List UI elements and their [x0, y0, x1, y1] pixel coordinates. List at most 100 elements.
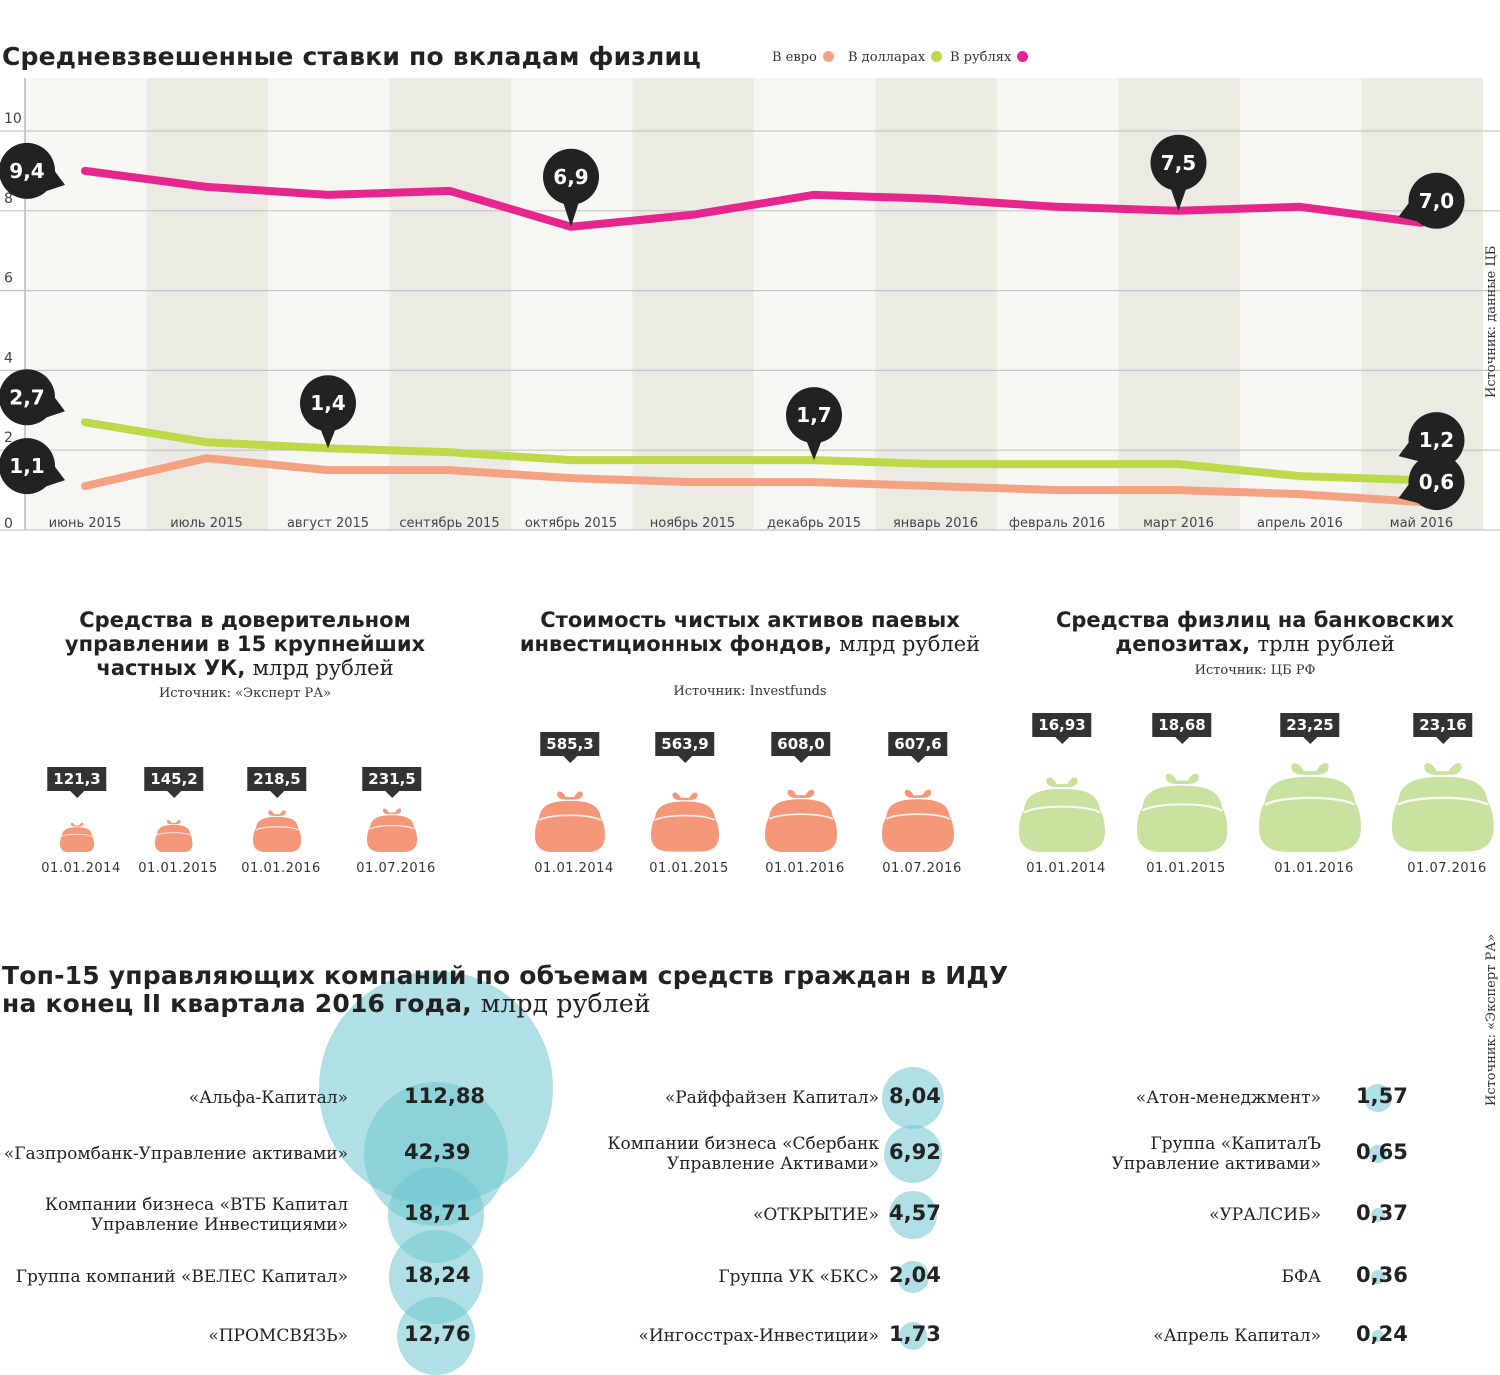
date-label: 01.07.2016	[882, 861, 962, 876]
company-name: БФА	[1281, 1267, 1321, 1287]
callout-tail	[805, 437, 823, 461]
callout-bubble	[1408, 172, 1465, 229]
value-bubble	[897, 1261, 929, 1293]
date-label: 01.01.2014	[41, 861, 121, 876]
month-column-bg	[997, 78, 1119, 530]
bubble-source: Источник: «Эксперт РА»	[1484, 933, 1499, 1106]
x-tick-label: февраль 2016	[1009, 516, 1105, 531]
callout-bubble	[0, 369, 55, 426]
date-label: 01.01.2016	[241, 861, 321, 876]
value-bubble	[1369, 1145, 1387, 1163]
value-tag: 608,0	[771, 732, 831, 763]
legend-rub: В рублях	[950, 50, 1029, 65]
purse-icon	[651, 789, 719, 856]
value-bubble	[889, 1191, 937, 1239]
bubble-title: Топ-15 управляющих компаний по объемам с…	[2, 962, 1008, 1018]
company-value: 12,76	[404, 1322, 471, 1346]
callout-bubble	[300, 375, 356, 432]
x-tick-label: март 2016	[1143, 516, 1214, 531]
y-tick-label: 0	[4, 516, 13, 532]
purse-icon	[367, 806, 417, 856]
deposits-title-unit: трлн рублей	[1257, 632, 1395, 656]
company-name: «Альфа-Капитал»	[188, 1088, 348, 1108]
company-name: «УРАЛСИБ»	[1209, 1205, 1321, 1225]
bubble-title-line2: на конец II квартала 2016 года, млрд руб…	[2, 990, 1008, 1018]
callout-tail	[1169, 184, 1188, 211]
x-tick-label: май 2016	[1390, 516, 1453, 531]
company-value: 8,04	[889, 1084, 941, 1108]
callout-label: 1,2	[1419, 428, 1454, 452]
date-label: 01.07.2016	[1407, 861, 1487, 876]
callout-label: 2,7	[9, 385, 44, 409]
callout-tail	[319, 425, 337, 449]
value-tag: 607,6	[888, 732, 948, 763]
purse-icon	[1136, 769, 1228, 856]
purse-icon	[60, 821, 94, 856]
bubble-title-unit: млрд рублей	[480, 989, 651, 1018]
company-name: Компании бизнеса «Сбербанк Управление Ак…	[607, 1134, 879, 1174]
callout-bubble	[786, 387, 842, 444]
company-name: «Газпромбанк-Управление активами»	[3, 1144, 348, 1164]
funds-title-unit: млрд рублей	[839, 632, 981, 656]
callout-bubble	[0, 438, 55, 495]
value-bubble	[884, 1125, 942, 1183]
callout-label: 1,1	[9, 454, 44, 478]
y-tick-label: 2	[4, 430, 13, 446]
company-value: 0,36	[1356, 1263, 1408, 1287]
trust-title-unit: млрд рублей	[252, 656, 394, 680]
value-bubble	[898, 1321, 928, 1351]
callout-bubble	[1150, 134, 1207, 191]
x-tick-label: декабрь 2015	[767, 516, 861, 531]
line-chart-source: Источник: данные ЦБ	[1484, 245, 1499, 398]
x-tick-label: январь 2016	[893, 516, 978, 531]
company-value: 2,04	[889, 1263, 941, 1287]
series-line	[81, 418, 1426, 485]
callout-bubble	[1408, 412, 1465, 469]
callout-bubble	[543, 148, 599, 205]
value-tag: 18,68	[1152, 713, 1212, 744]
date-label: 01.01.2016	[765, 861, 845, 876]
y-tick-label: 10	[4, 111, 22, 127]
company-name: «Апрель Капитал»	[1153, 1326, 1321, 1346]
month-column-bg	[875, 78, 997, 530]
company-name: «Райффайзен Капитал»	[664, 1088, 879, 1108]
value-bubble	[1364, 1084, 1392, 1112]
company-name: «Ингосстрах-Инвестиции»	[638, 1326, 879, 1346]
company-value: 42,39	[404, 1140, 471, 1164]
callout-label: 7,5	[1161, 151, 1196, 175]
x-tick-label: сентябрь 2015	[399, 516, 499, 531]
date-label: 01.01.2015	[138, 861, 218, 876]
x-tick-label: апрель 2016	[1257, 516, 1343, 531]
callout-label: 1,7	[796, 403, 831, 427]
legend-euro-dot	[822, 51, 834, 62]
trust-title-bold: Средства в доверительном управлении в 15…	[64, 608, 426, 680]
callout-label: 1,4	[310, 391, 345, 415]
trust-source: Источник: «Эксперт РА»	[158, 686, 332, 701]
company-name: «ОТКРЫТИЕ»	[753, 1205, 879, 1225]
purse-icon	[155, 818, 193, 856]
callout-tail	[562, 198, 580, 227]
callout-bubble	[1408, 454, 1465, 511]
company-name: Группа компаний «ВЕЛЕС Капитал»	[15, 1267, 348, 1287]
callout-bubble	[0, 142, 55, 199]
purse-icon	[882, 786, 954, 856]
purse-icon	[1259, 758, 1361, 856]
funds-panel-title: Стоимость чистых активов паевых инвестиц…	[515, 608, 985, 656]
series-line	[81, 166, 1426, 231]
date-label: 01.07.2016	[356, 861, 436, 876]
month-column-bg	[268, 78, 390, 530]
date-label: 01.01.2014	[1026, 861, 1106, 876]
x-tick-label: ноябрь 2015	[650, 516, 735, 531]
y-tick-label: 4	[4, 350, 13, 366]
value-bubble	[1371, 1208, 1385, 1222]
month-column-bg	[632, 78, 754, 530]
x-tick-label: август 2015	[287, 516, 369, 531]
date-label: 01.01.2014	[534, 861, 614, 876]
company-name: Компании бизнеса «ВТБ Капитал Управление…	[44, 1195, 348, 1235]
x-tick-label: июнь 2015	[49, 516, 122, 531]
deposits-panel-title: Средства физлиц на банковских депозитах,…	[1030, 608, 1480, 656]
y-tick-label: 8	[4, 191, 13, 207]
legend-usd-label: В долларах	[848, 50, 926, 65]
line-chart-title: Средневзвешенные ставки по вкладам физли…	[2, 42, 701, 71]
value-tag: 121,3	[47, 767, 107, 798]
